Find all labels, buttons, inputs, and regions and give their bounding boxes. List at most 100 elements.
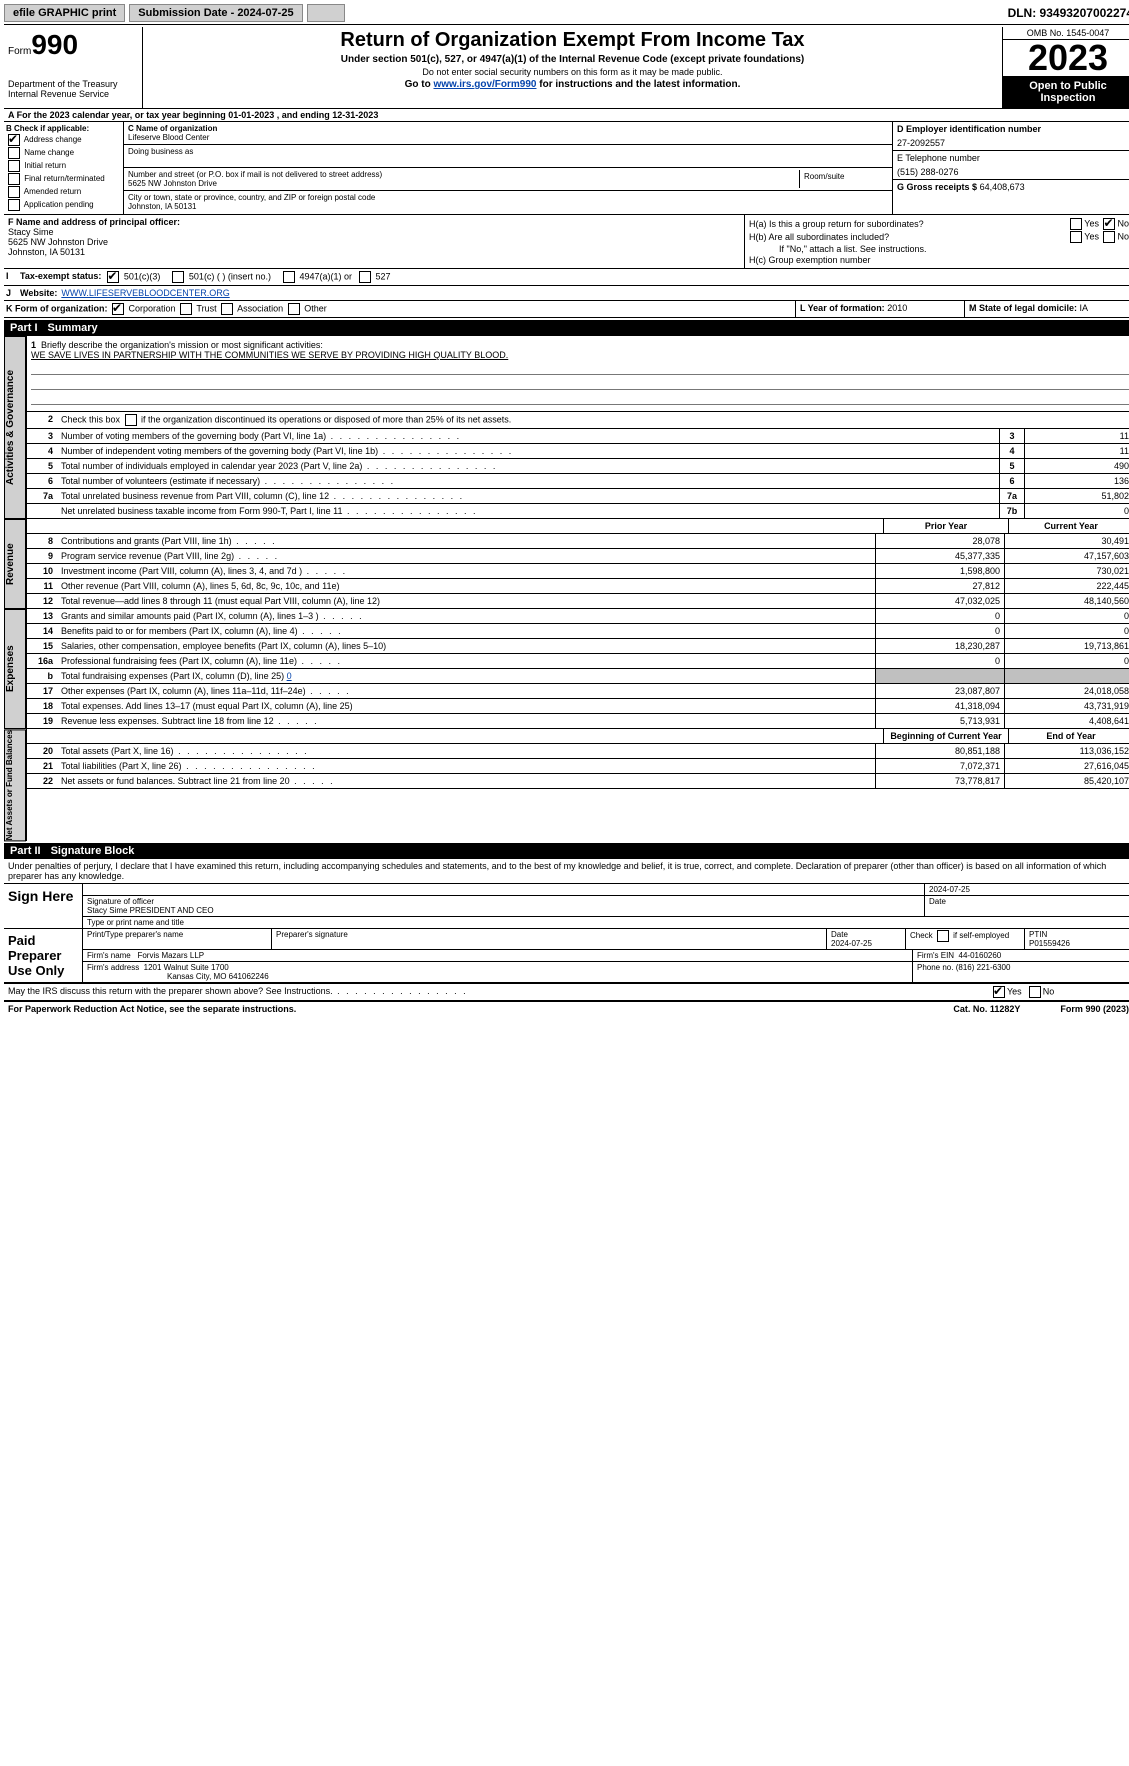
cb-initial[interactable]	[8, 160, 20, 172]
col-eoy: End of Year	[1008, 729, 1129, 743]
k-o3: Association	[237, 303, 283, 313]
exp-p13: 0	[875, 609, 1004, 623]
part2-bar: Part II Signature Block	[4, 843, 1129, 859]
exp-c14: 0	[1004, 624, 1129, 638]
i-o4: 527	[376, 271, 391, 281]
sig-date-lbl: Date	[925, 896, 1129, 916]
firm-addr-lbl: Firm's address	[87, 963, 139, 972]
f-lbl: F Name and address of principal officer:	[8, 217, 740, 227]
i-527[interactable]	[359, 271, 371, 283]
exp-l16a: Professional fundraising fees (Part IX, …	[57, 654, 875, 668]
l-val: 2010	[887, 303, 907, 313]
gov-l7a: Total unrelated business revenue from Pa…	[57, 489, 999, 503]
exp-l18: Total expenses. Add lines 13–17 (must eq…	[57, 699, 875, 713]
cb-name[interactable]	[8, 147, 20, 159]
hb-yes-lbl: Yes	[1084, 231, 1099, 241]
hb-yes[interactable]	[1070, 231, 1082, 243]
net-section: Net Assets or Fund Balances Beginning of…	[4, 729, 1129, 841]
part2-title: Signature Block	[51, 845, 135, 857]
exp-p19: 5,713,931	[875, 714, 1004, 728]
c-addr-lbl: Number and street (or P.O. box if mail i…	[128, 170, 382, 179]
ha-no[interactable]	[1103, 218, 1115, 230]
exp-p16a: 0	[875, 654, 1004, 668]
k-o1: Corporation	[129, 303, 176, 313]
exp-l16b: Total fundraising expenses (Part IX, col…	[57, 669, 875, 683]
rev-l9: Program service revenue (Part VIII, line…	[57, 549, 875, 563]
col-prior: Prior Year	[883, 519, 1008, 533]
rev-section: Revenue Prior YearCurrent Year 8Contribu…	[4, 519, 1129, 609]
open-inspection: Open to Public Inspection	[1003, 76, 1129, 108]
row-i-tax-status: I Tax-exempt status: 501(c)(3) 501(c) ( …	[4, 269, 1129, 286]
k-o4: Other	[304, 303, 327, 313]
dept-treasury: Department of the Treasury Internal Reve…	[8, 79, 138, 99]
hb-lbl: H(b) Are all subordinates included?	[749, 232, 889, 242]
gov-v7b: 0	[1024, 504, 1129, 518]
cb-final[interactable]	[8, 173, 20, 185]
row-a-period: A For the 2023 calendar year, or tax yea…	[4, 109, 1129, 122]
gov-section: Activities & Governance 1 Briefly descri…	[4, 336, 1129, 519]
hb-no-lbl: No	[1117, 231, 1129, 241]
i-4947[interactable]	[283, 271, 295, 283]
gov-l1: Briefly describe the organization's miss…	[41, 340, 323, 350]
k-assoc[interactable]	[221, 303, 233, 315]
net-c21: 27,616,045	[1004, 759, 1129, 773]
sig-officer: Stacy Sime PRESIDENT AND CEO	[87, 906, 214, 915]
exp-p18: 41,318,094	[875, 699, 1004, 713]
i-lbl: Tax-exempt status:	[18, 269, 103, 285]
prep-date: 2024-07-25	[831, 939, 872, 948]
c-addr: 5625 NW Johnston Drive	[128, 179, 217, 188]
k-o2: Trust	[196, 303, 216, 313]
gov-l7b: Net unrelated business taxable income fr…	[57, 504, 999, 518]
c-dba-lbl: Doing business as	[128, 147, 193, 156]
c-city: Johnston, IA 50131	[128, 202, 197, 211]
exp-c18: 43,731,919	[1004, 699, 1129, 713]
rev-l11: Other revenue (Part VIII, column (A), li…	[57, 579, 875, 593]
ha-lbl: H(a) Is this a group return for subordin…	[749, 219, 924, 229]
i-501c3[interactable]	[107, 271, 119, 283]
col-curr: Current Year	[1008, 519, 1129, 533]
cb-address[interactable]	[8, 134, 20, 146]
cb-amended[interactable]	[8, 186, 20, 198]
k-trust[interactable]	[180, 303, 192, 315]
efile-print-button[interactable]: efile GRAPHIC print	[4, 4, 125, 22]
rev-p10: 1,598,800	[875, 564, 1004, 578]
exp-l16b-link[interactable]: 0	[287, 671, 292, 681]
rev-p8: 28,078	[875, 534, 1004, 548]
exp-l19: Revenue less expenses. Subtract line 18 …	[57, 714, 875, 728]
prep-name-lbl: Print/Type preparer's name	[83, 929, 272, 949]
hb2: If "No," attach a list. See instructions…	[779, 244, 926, 254]
hb-no[interactable]	[1103, 231, 1115, 243]
col-c-org: C Name of organization Lifeserve Blood C…	[124, 122, 893, 214]
i-o1: 501(c)(3)	[124, 271, 161, 281]
cb-l2[interactable]	[125, 414, 137, 426]
may-yes[interactable]	[993, 986, 1005, 998]
tab-net: Net Assets or Fund Balances	[4, 729, 26, 841]
m-val: IA	[1080, 303, 1089, 313]
cb-app[interactable]	[8, 199, 20, 211]
firm-addr2: Kansas City, MO 641062246	[167, 972, 269, 981]
exp-p14: 0	[875, 624, 1004, 638]
ha-yes[interactable]	[1070, 218, 1082, 230]
sig-date: 2024-07-25	[925, 884, 1129, 895]
rev-l8: Contributions and grants (Part VIII, lin…	[57, 534, 875, 548]
j-website-link[interactable]: WWW.LIFESERVEBLOODCENTER.ORG	[61, 288, 229, 298]
k-other[interactable]	[288, 303, 300, 315]
i-501c[interactable]	[172, 271, 184, 283]
gov-v7a: 51,802	[1024, 489, 1129, 503]
d-lbl: D Employer identification number	[897, 124, 1129, 134]
firm-ein-lbl: Firm's EIN	[917, 951, 954, 960]
dropdown-button[interactable]	[307, 4, 345, 22]
rev-p9: 45,377,335	[875, 549, 1004, 563]
may-no[interactable]	[1029, 986, 1041, 998]
k-corp[interactable]	[112, 303, 124, 315]
c-name: Lifeserve Blood Center	[128, 133, 209, 142]
sig-type-name: Type or print name and title	[83, 917, 188, 928]
part1-num: Part I	[10, 322, 38, 334]
irs-link[interactable]: www.irs.gov/Form990	[433, 79, 536, 90]
gov-v5: 490	[1024, 459, 1129, 473]
cb-self[interactable]	[937, 930, 949, 942]
prep-sig-lbl: Preparer's signature	[272, 929, 827, 949]
col-boy: Beginning of Current Year	[883, 729, 1008, 743]
sign-here-label: Sign Here	[4, 884, 83, 928]
i-o3: 4947(a)(1) or	[299, 271, 352, 281]
